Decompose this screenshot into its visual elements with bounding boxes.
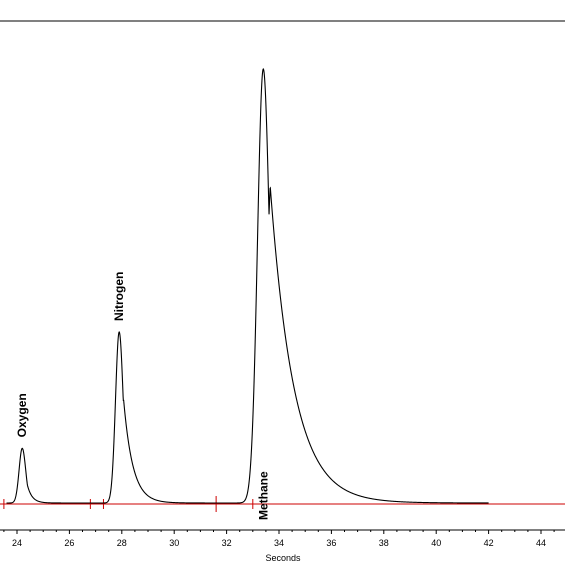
x-axis-label: Seconds [265, 553, 301, 563]
x-tick-label: 42 [484, 538, 494, 548]
x-tick-label: 32 [222, 538, 232, 548]
x-tick-label: 30 [169, 538, 179, 548]
peak-label-oxygen: Oxygen [15, 393, 29, 437]
x-tick-label: 40 [431, 538, 441, 548]
x-tick-label: 28 [117, 538, 127, 548]
peak-label-group: Oxygen Nitrogen Methane [15, 272, 270, 520]
baseline-group [0, 496, 565, 512]
x-tick-label: 26 [64, 538, 74, 548]
peak-label-methane: Methane [256, 471, 270, 520]
x-tick-label: 24 [12, 538, 22, 548]
x-tick-label: 44 [536, 538, 546, 548]
chromatogram-trace [6, 67, 489, 504]
peak-label-nitrogen: Nitrogen [112, 272, 126, 321]
x-tick-label: 38 [379, 538, 389, 548]
x-tick-label: 34 [274, 538, 284, 548]
x-tick-group: 24 26 28 30 32 34 36 38 40 42 44 [3, 530, 555, 548]
x-tick-label: 36 [326, 538, 336, 548]
trace-group [6, 67, 489, 504]
